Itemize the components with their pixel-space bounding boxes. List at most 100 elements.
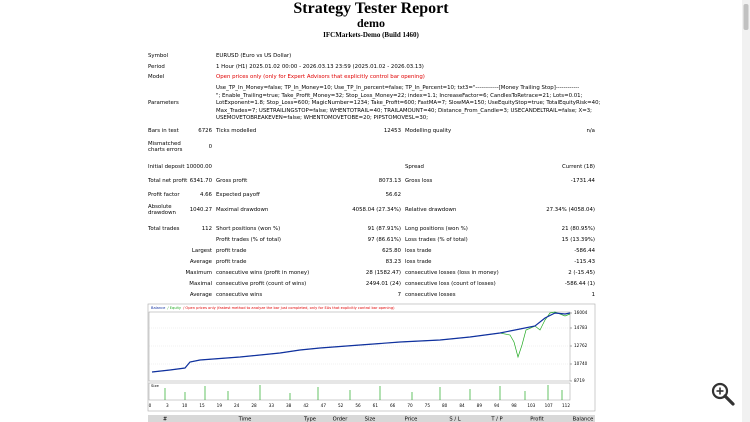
x-label: 15	[199, 403, 205, 408]
stat-value: 21 (80.95%)	[561, 225, 595, 232]
x-label: 10	[182, 403, 188, 408]
x-label: 103	[527, 403, 535, 408]
parameters-line: Max_Trades=7; USETRAILINGSTOP=false; WHE…	[216, 107, 592, 114]
x-label: 42	[303, 403, 309, 408]
stat-value: 6341.70	[189, 177, 212, 184]
stat-value: -586.44	[574, 247, 595, 254]
table-column-header: Size	[365, 417, 376, 422]
legend-item: / Equity	[167, 306, 182, 310]
stat-label: Initial deposit	[148, 163, 185, 170]
stat-value: 8073.13	[378, 177, 401, 184]
x-label: 33	[269, 403, 275, 408]
stat-label: Short positions (won %)	[216, 225, 281, 232]
stat-prefix: Average	[189, 258, 212, 265]
y-label: 10740	[574, 361, 588, 366]
stat-value: 12453	[383, 127, 401, 134]
zoom-button[interactable]	[711, 382, 735, 406]
table-header-bg	[148, 415, 595, 422]
stat-label: Bars in test	[148, 127, 179, 134]
scrollbar-track	[742, 0, 750, 422]
stat-prefix: Largest	[191, 247, 212, 254]
stat-value: 83.23	[385, 258, 401, 265]
stat-label: Spread	[405, 163, 424, 170]
table-column-header: #	[163, 417, 167, 422]
x-label: 38	[286, 403, 292, 408]
stat-label: Modelling quality	[405, 127, 452, 134]
stat-label: Profit factor	[148, 191, 180, 198]
x-label: 28	[251, 403, 257, 408]
scrollbar-thumb[interactable]	[743, 4, 749, 30]
stat-value: 112	[201, 225, 212, 232]
report-title: Strategy Tester Report	[293, 0, 449, 17]
stat-label: consecutive wins (profit in money)	[216, 269, 310, 276]
stat-value: 97 (86.61%)	[367, 236, 401, 243]
size-label: Size	[151, 383, 159, 388]
size-area	[148, 382, 571, 401]
x-label: 98	[511, 403, 517, 408]
table-column-header: Time	[238, 417, 252, 422]
info-label: Period	[148, 63, 165, 70]
stat-value: 27.34% (4058.04)	[546, 206, 595, 213]
x-label: 47	[321, 403, 327, 408]
stat-label: loss trade	[405, 247, 432, 254]
stat-label: Maximal drawdown	[216, 206, 269, 213]
y-label: 14783	[574, 325, 588, 330]
server-name: IFCMarkets-Demo (Build 1460)	[323, 31, 419, 39]
x-label: 70	[407, 403, 413, 408]
y-label: 8719	[574, 378, 585, 383]
x-label: 107	[545, 403, 553, 408]
table-column-header: Balance	[573, 417, 594, 422]
stat-value: Current (18)	[561, 163, 595, 170]
legend-item: Balance	[151, 306, 166, 310]
stat-label: Long positions (won %)	[405, 225, 468, 232]
x-label: 19	[217, 403, 223, 408]
x-label: 3	[166, 403, 169, 408]
stat-label: profit trade	[216, 258, 247, 265]
stat-label: profit trade	[216, 247, 247, 254]
stat-value: 1040.27	[189, 206, 212, 213]
stat-prefix: Maximal	[189, 280, 212, 287]
stat-value: 10000.00	[186, 163, 212, 170]
stat-label: Loss trades (% of total)	[405, 236, 468, 243]
stat-value: 0	[208, 143, 212, 150]
stat-prefix: Average	[189, 291, 212, 298]
y-label: 16004	[574, 310, 588, 315]
stat-label: consecutive losses (loss in money)	[405, 269, 499, 276]
x-label: 75	[425, 403, 431, 408]
size-bars	[164, 385, 563, 400]
chart-grid	[149, 327, 570, 365]
x-label: 94	[494, 403, 500, 408]
table-column-header: S / L	[449, 417, 460, 422]
info-value: EURUSD (Euro vs US Dollar)	[216, 52, 292, 59]
x-label: 61	[373, 403, 379, 408]
stat-value: -586.44 (1)	[564, 280, 595, 287]
stat-label: Total trades	[148, 225, 180, 232]
stat-value: -1731.44	[570, 177, 595, 184]
stat-value: -115.43	[574, 258, 595, 265]
x-label: 24	[234, 403, 240, 408]
stat-value: 91 (87.91%)	[367, 225, 401, 232]
model-value: Open prices only (only for Expert Adviso…	[216, 73, 425, 80]
table-column-header: Profit	[530, 417, 544, 422]
stat-value: 4058.04 (27.34%)	[352, 206, 401, 213]
x-label: 66	[390, 403, 396, 408]
plot-area	[148, 311, 571, 382]
stat-label: Gross profit	[216, 177, 248, 184]
table-column-header: T / P	[490, 417, 502, 422]
info-label: Model	[148, 73, 165, 80]
stat-value: 15 (13.39%)	[561, 236, 595, 243]
legend-item: / Open prices only (fastest method to an…	[183, 306, 395, 310]
stat-value: 625.80	[382, 247, 401, 254]
stat-value: 2494.01 (24)	[365, 280, 401, 287]
table-column-header: Type	[303, 417, 316, 422]
table-column-header: Price	[405, 417, 418, 422]
report-subtitle: demo	[357, 16, 385, 30]
stat-label: consecutive wins	[216, 291, 263, 298]
stat-value: 1	[591, 291, 595, 298]
parameters-line: LotExponent=1.8; Stop_Loss=600; MagicNum…	[216, 99, 601, 106]
x-label: 56	[355, 403, 361, 408]
x-label: 84	[459, 403, 465, 408]
stat-value: 6726	[198, 127, 212, 134]
